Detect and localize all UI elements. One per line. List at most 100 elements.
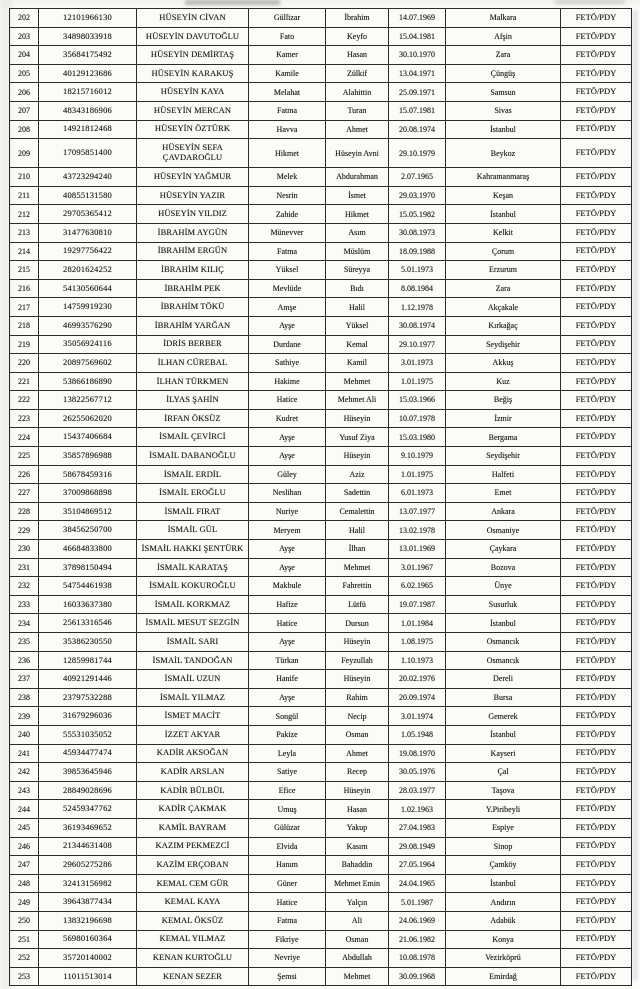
name-cell: İLHAN TÜRKMEN (136, 371, 249, 392)
table-row: 219 35056924116 İDRİS BERBER Durdane Kemal 29… (9, 334, 632, 355)
name-cell: HÜSEYİN CİVAN (136, 8, 249, 28)
table-row: 223 26255062020 İRFAN ÖKSÜZ Kudret Hüseyin 10… (9, 408, 632, 429)
birth-place-cell: İstanbul (445, 204, 561, 224)
table-row: 215 28201624252 İBRAHİM KILIÇ Yüksel Süreyya… (9, 260, 632, 280)
row-number-cell: 210 (9, 167, 39, 187)
mother-name-cell: Havva (248, 119, 326, 140)
father-name-cell: Hüseyin (325, 632, 389, 652)
birth-date-cell: 29.08.1949 (388, 836, 446, 857)
table-row: 243 28849028696 KADİR BÜLBÜL Efice Hüseyin 28… (9, 780, 632, 801)
row-number-cell: 241 (9, 743, 39, 764)
father-name-cell: Bıdı (325, 278, 389, 299)
row-number-cell: 248 (9, 873, 39, 894)
name-cell: İSMAİL UZUN (136, 669, 249, 689)
national-id-cell: 12101966130 (38, 8, 137, 28)
mother-name-cell: Şemsi (248, 966, 326, 987)
organization-cell: FETÖ/PDY (560, 315, 632, 336)
national-id-cell: 14759919230 (38, 297, 137, 317)
row-number-cell: 247 (9, 855, 39, 875)
name-cell: İDRİS BERBER (136, 334, 249, 355)
birth-date-cell: 30.08.1973 (388, 222, 446, 243)
table-row: 246 21344631408 KAZIM PEKMEZCİ Elvida Kasım 2… (9, 836, 632, 857)
national-id-cell: 35386230550 (38, 632, 137, 652)
table-row: 234 25613316546 İSMAİL MESUT SEZGİN Hatice D… (9, 613, 632, 633)
birth-date-cell: 5.01.1987 (388, 892, 446, 912)
father-name-cell: Müslüm (325, 241, 389, 262)
father-name-cell: Kasım (325, 836, 389, 857)
national-id-cell: 19297756422 (38, 241, 137, 262)
national-id-cell: 40855131580 (38, 185, 137, 206)
national-id-cell: 54754461938 (38, 576, 137, 596)
row-number-cell: 246 (9, 836, 39, 857)
birth-date-cell: 5.01.1973 (388, 260, 446, 280)
national-id-cell: 38456250700 (38, 520, 137, 541)
name-cell: İLHAN CÜREBAL (136, 353, 249, 373)
birth-date-cell: 1.01.1984 (388, 613, 446, 633)
table-row: 242 39853645946 KADİR ARSLAN Satiye Recep 30.… (9, 762, 632, 782)
national-id-cell: 55531035052 (38, 724, 137, 745)
organization-cell: FETÖ/PDY (560, 138, 632, 169)
row-number-cell: 204 (9, 45, 39, 65)
birth-date-cell: 13.02.1978 (388, 520, 446, 541)
birth-place-cell: Zara (445, 278, 561, 299)
name-cell: HÜSEYİN DAVUTOĞLU (136, 26, 249, 47)
row-number-cell: 237 (9, 669, 39, 689)
row-number-cell: 240 (9, 724, 39, 745)
table-row: 203 34898033918 HÜSEYİN DAVUTOĞLU Fato Keyfo… (9, 26, 632, 47)
mother-name-cell: Umuş (248, 799, 326, 819)
scan-smudge (555, 0, 625, 4)
national-id-cell: 29705365412 (38, 204, 137, 224)
birth-place-cell: Kayseri (445, 743, 561, 764)
row-number-cell: 233 (9, 594, 39, 615)
row-number-cell: 202 (9, 8, 39, 28)
organization-cell: FETÖ/PDY (560, 185, 632, 206)
mother-name-cell: Hikmet (248, 138, 326, 169)
birth-place-cell: Kahramanmaraş (445, 167, 561, 187)
national-id-cell: 48343186906 (38, 100, 137, 121)
birth-place-cell: Çorum (445, 241, 561, 262)
table-row: 229 38456250700 İSMAİL GÜL Meryem Halil 13.02… (9, 520, 632, 541)
organization-cell: FETÖ/PDY (560, 910, 632, 931)
birth-place-cell: Beğiş (445, 390, 561, 410)
organization-cell: FETÖ/PDY (560, 780, 632, 801)
birth-date-cell: 25.09.1971 (388, 82, 446, 102)
name-cell: İSMAİL HAKKI ŞENTÜRK (136, 539, 249, 559)
row-number-cell: 226 (9, 464, 39, 485)
organization-cell: FETÖ/PDY (560, 353, 632, 373)
row-number-cell: 228 (9, 501, 39, 522)
name-cell: İBRAHİM AYGÜN (136, 222, 249, 243)
birth-date-cell: 30.10.1970 (388, 45, 446, 65)
birth-place-cell: İstanbul (445, 724, 561, 745)
table-row: 249 39643877434 KEMAL KAYA Hatice Yalçın 5.01… (9, 892, 632, 912)
row-number-cell: 209 (9, 138, 39, 169)
mother-name-cell: Ayşe (248, 687, 326, 708)
father-name-cell: Necip (325, 706, 389, 726)
birth-place-cell: Çal (445, 762, 561, 782)
row-number-cell: 207 (9, 100, 39, 121)
name-cell: İBRAHİM KILIÇ (136, 260, 249, 280)
table-row: 253 11011513014 KENAN SEZER Şemsi Mehmet 30.0… (9, 966, 632, 987)
name-cell: HÜSEYİN KARAKUŞ (136, 63, 249, 84)
father-name-cell: Abdurahman (325, 167, 389, 187)
birth-place-cell: Vezirköprü (445, 948, 561, 968)
row-number-cell: 221 (9, 371, 39, 392)
national-id-cell: 28849028696 (38, 780, 137, 801)
organization-cell: FETÖ/PDY (560, 241, 632, 262)
table-row: 230 46684833800 İSMAİL HAKKI ŞENTÜRK Ayşe İl… (9, 539, 632, 559)
birth-place-cell: Çaykara (445, 539, 561, 559)
table-row: 206 18215716012 HÜSEYİN KAYA Melahat Alahitt… (9, 82, 632, 102)
table-row: 220 20897569602 İLHAN CÜREBAL Sathiye Kamil 3… (9, 353, 632, 373)
organization-cell: FETÖ/PDY (560, 501, 632, 522)
birth-place-cell: Sinop (445, 836, 561, 857)
organization-cell: FETÖ/PDY (560, 45, 632, 65)
national-id-cell: 23797532288 (38, 687, 137, 708)
table-row: 239 31679296036 İSMET MACİT Songül Necip 3.01… (9, 706, 632, 726)
father-name-cell: Mehmet (325, 371, 389, 392)
organization-cell: FETÖ/PDY (560, 520, 632, 541)
row-number-cell: 216 (9, 278, 39, 299)
organization-cell: FETÖ/PDY (560, 204, 632, 224)
table-row: 251 56980160364 KEMAL YILMAZ Fikriye Osman 21… (9, 929, 632, 950)
name-cell: HÜSEYİN ÖZTÜRK (136, 119, 249, 140)
table-row: 240 55531035052 İZZET AKYAR Pakize Osman 1.05… (9, 724, 632, 745)
birth-place-cell: Emet (445, 483, 561, 503)
